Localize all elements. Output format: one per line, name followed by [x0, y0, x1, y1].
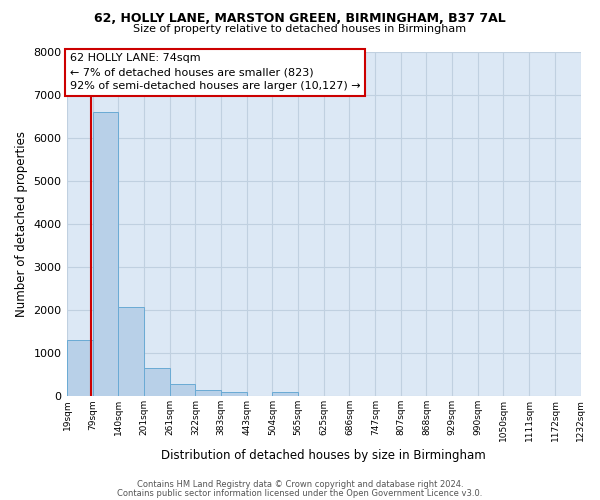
Bar — [92, 112, 118, 397]
Bar — [144, 368, 170, 396]
Text: Contains HM Land Registry data © Crown copyright and database right 2024.: Contains HM Land Registry data © Crown c… — [137, 480, 463, 489]
Text: 62, HOLLY LANE, MARSTON GREEN, BIRMINGHAM, B37 7AL: 62, HOLLY LANE, MARSTON GREEN, BIRMINGHA… — [94, 12, 506, 26]
Text: Contains public sector information licensed under the Open Government Licence v3: Contains public sector information licen… — [118, 488, 482, 498]
Bar — [196, 390, 221, 396]
X-axis label: Distribution of detached houses by size in Birmingham: Distribution of detached houses by size … — [161, 450, 486, 462]
Y-axis label: Number of detached properties: Number of detached properties — [15, 131, 28, 317]
Text: Size of property relative to detached houses in Birmingham: Size of property relative to detached ho… — [133, 24, 467, 34]
Bar — [221, 392, 247, 396]
Bar — [170, 384, 196, 396]
Bar — [118, 306, 144, 396]
Text: 62 HOLLY LANE: 74sqm
← 7% of detached houses are smaller (823)
92% of semi-detac: 62 HOLLY LANE: 74sqm ← 7% of detached ho… — [70, 53, 361, 91]
Bar — [272, 392, 298, 396]
Bar — [67, 340, 92, 396]
